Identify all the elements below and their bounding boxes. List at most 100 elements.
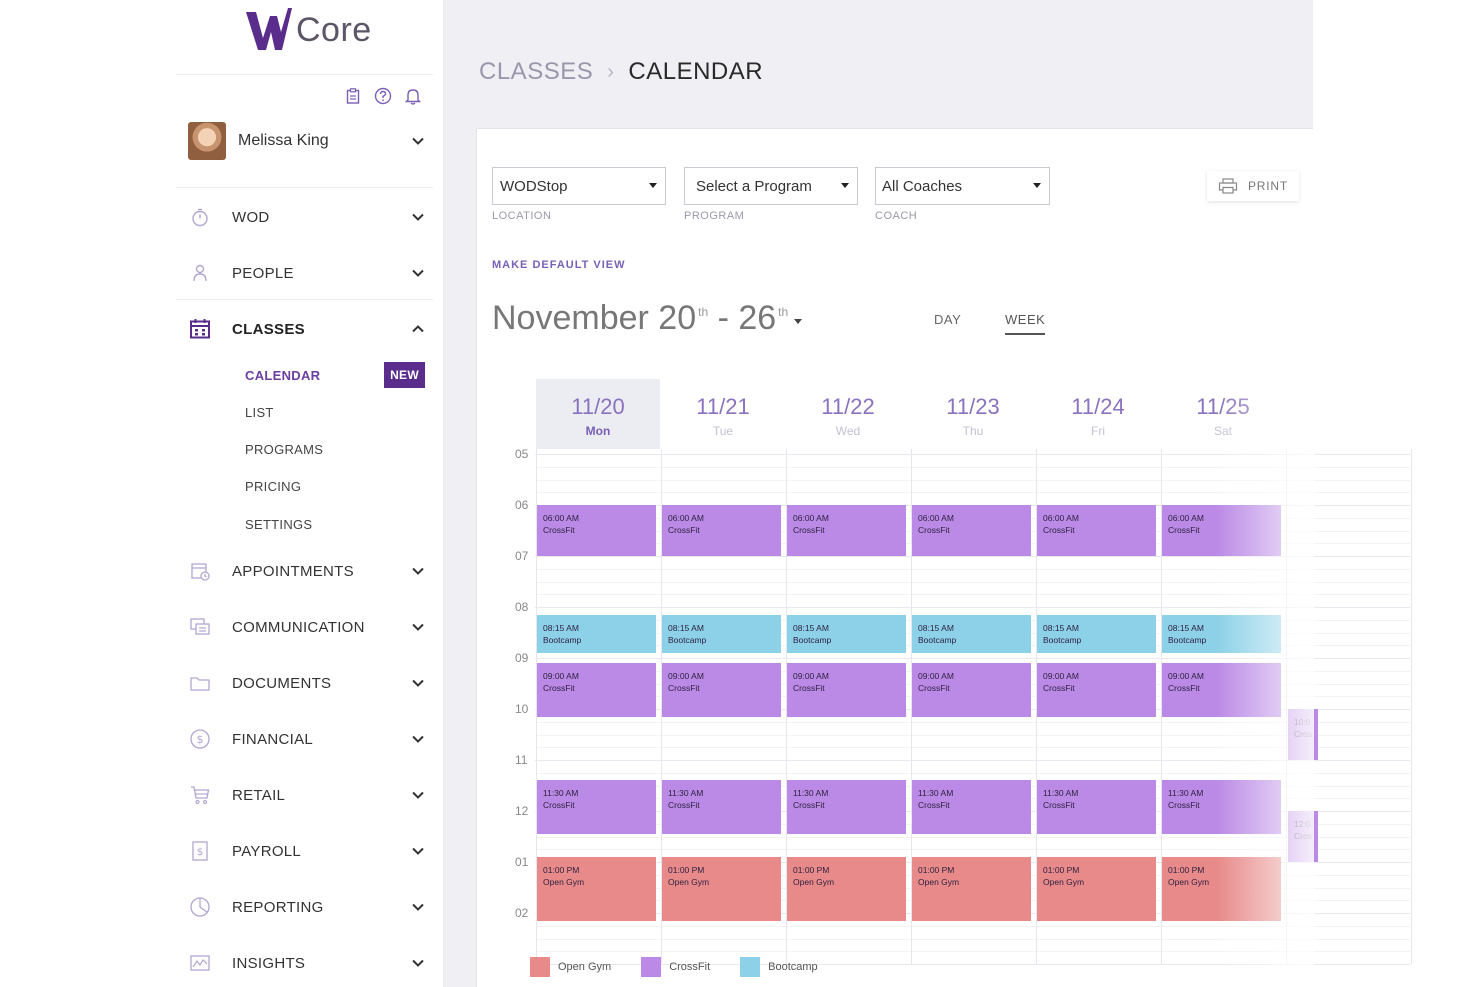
nav-retail[interactable]: RETAIL (188, 775, 425, 815)
class-event-crossfit[interactable]: 06:00 AM CrossFit (662, 505, 781, 556)
class-event-crossfit[interactable]: 09:00 AM CrossFit (912, 663, 1031, 717)
class-event-opengym[interactable]: 01:00 PM Open Gym (1037, 856, 1156, 921)
date-range-picker[interactable]: November 20 th - 26 th (492, 299, 803, 338)
user-menu[interactable]: Melissa King (188, 118, 425, 164)
class-event-crossfit[interactable]: 09:00 AM CrossFit (537, 663, 656, 717)
sub-nav-list[interactable]: LIST (245, 399, 425, 425)
day-column-divider (786, 449, 787, 964)
chevron-down-icon (412, 137, 424, 145)
day-header-mon[interactable]: 11/20 Mon (536, 379, 660, 449)
class-event-opengym[interactable]: 01:00 PM Open Gym (1162, 856, 1281, 921)
nav-label: RETAIL (232, 786, 286, 804)
sub-nav-settings[interactable]: SETTINGS (245, 511, 425, 537)
breadcrumb-section[interactable]: CLASSES (479, 58, 594, 85)
class-event-crossfit[interactable]: 06:00 AM CrossFit (912, 505, 1031, 556)
hour-label: 08 (515, 600, 529, 614)
nav-reporting[interactable]: REPORTING (188, 887, 425, 927)
coach-select[interactable]: All Coaches (875, 167, 1050, 205)
event-time: 09:00 AM (668, 671, 704, 682)
help-icon[interactable] (374, 86, 392, 106)
chevron-down-icon (412, 959, 424, 967)
event-name: Bootcamp (918, 634, 957, 645)
class-event-crossfit[interactable]: 06:00 AM CrossFit (787, 505, 906, 556)
class-event-bootcamp[interactable]: 08:15 AM Bootcamp (912, 614, 1031, 653)
class-event-crossfit[interactable]: 06:00 AM CrossFit (1162, 505, 1281, 556)
nav-insights[interactable]: INSIGHTS (188, 943, 425, 983)
appointment-calendar-icon (188, 559, 212, 583)
class-event-crossfit[interactable]: 11:30 AM CrossFit (1037, 780, 1156, 834)
sub-nav-programs[interactable]: PROGRAMS (245, 436, 425, 462)
program-select[interactable]: Select a Program (684, 167, 858, 205)
nav-appointments[interactable]: APPOINTMENTS (188, 551, 425, 591)
nav-classes[interactable]: CLASSES (188, 309, 425, 349)
class-event-bootcamp[interactable]: 08:15 AM Bootcamp (537, 614, 656, 653)
day-column-divider (1036, 449, 1037, 964)
class-event-bootcamp[interactable]: 08:15 AM Bootcamp (787, 614, 906, 653)
class-event-crossfit[interactable]: 09:00 AM CrossFit (787, 663, 906, 717)
class-event-crossfit[interactable]: 06:00 AM CrossFit (537, 505, 656, 556)
sub-nav-pricing[interactable]: PRICING (245, 473, 425, 499)
nav-label: WOD (232, 208, 270, 226)
nav-documents[interactable]: DOCUMENTS (188, 663, 425, 703)
nav-label: INSIGHTS (232, 954, 306, 972)
clipboard-icon[interactable] (344, 86, 362, 106)
class-event-crossfit[interactable]: 09:00 AM CrossFit (1162, 663, 1281, 717)
class-event-crossfit[interactable]: 09:00 AM CrossFit (662, 663, 781, 717)
class-event-crossfit[interactable]: 10:0 Cros (1288, 709, 1318, 760)
event-time: 09:00 AM (1043, 671, 1079, 682)
day-name: Tue (712, 424, 734, 438)
class-event-crossfit[interactable]: 09:00 AM CrossFit (1037, 663, 1156, 717)
bell-icon[interactable] (404, 86, 422, 106)
location-label: LOCATION (492, 210, 552, 222)
class-event-opengym[interactable]: 01:00 PM Open Gym (787, 856, 906, 921)
event-name: CrossFit (543, 525, 575, 535)
class-event-crossfit[interactable]: 11:30 AM CrossFit (537, 780, 656, 834)
caret-down-icon (649, 183, 657, 188)
nav-communication[interactable]: COMMUNICATION (188, 607, 425, 647)
sub-nav-calendar[interactable]: CALENDAR NEW (245, 362, 425, 388)
class-event-crossfit[interactable]: 12:0 Cros (1288, 811, 1318, 862)
class-event-bootcamp[interactable]: 08:15 AM Bootcamp (662, 614, 781, 653)
class-event-opengym[interactable]: 01:00 PM Open Gym (912, 856, 1031, 921)
nav-wod[interactable]: WOD (188, 197, 425, 237)
legend: Open Gym CrossFit Bootcamp (530, 957, 818, 977)
nav-people[interactable]: PEOPLE (188, 253, 425, 293)
event-name: Bootcamp (543, 634, 582, 645)
event-time: 11:30 AM (918, 788, 954, 799)
sub-nav-label: PROGRAMS (245, 441, 324, 457)
pay-stub-icon: $ (188, 839, 212, 863)
event-time: 09:00 AM (918, 671, 954, 682)
print-button[interactable]: PRINT (1207, 171, 1299, 201)
breadcrumb-chevron-icon: › (607, 60, 615, 83)
class-event-crossfit[interactable]: 11:30 AM CrossFit (1162, 780, 1281, 834)
class-event-crossfit[interactable]: 11:30 AM CrossFit (787, 780, 906, 834)
nav-financial[interactable]: $ FINANCIAL (188, 719, 425, 759)
day-header-tue[interactable]: 11/21 Tue (661, 379, 785, 449)
nav-label: REPORTING (232, 898, 324, 916)
quarter-gridline (535, 581, 1410, 583)
class-event-opengym[interactable]: 01:00 PM Open Gym (537, 856, 656, 921)
program-label: PROGRAM (684, 210, 745, 222)
nav-payroll[interactable]: $ PAYROLL (188, 831, 425, 871)
class-event-crossfit[interactable]: 11:30 AM CrossFit (662, 780, 781, 834)
day-header-thu[interactable]: 11/23 Thu (911, 379, 1035, 449)
class-event-opengym[interactable]: 01:00 PM Open Gym (662, 856, 781, 921)
legend-swatch (641, 957, 662, 977)
class-event-bootcamp[interactable]: 08:15 AM Bootcamp (1162, 614, 1281, 653)
legend-label: Bootcamp (768, 961, 818, 973)
day-header-wed[interactable]: 11/22 Wed (786, 379, 910, 449)
day-header-fri[interactable]: 11/24 Fri (1036, 379, 1160, 449)
view-week-tab[interactable]: WEEK (1005, 312, 1046, 335)
chevron-down-icon (412, 623, 424, 631)
logo[interactable]: Core (244, 4, 372, 56)
day-date: 11/24 (1071, 394, 1125, 419)
stopwatch-icon (188, 205, 212, 229)
event-time: 11:30 AM (793, 788, 829, 799)
class-event-crossfit[interactable]: 06:00 AM CrossFit (1037, 505, 1156, 556)
view-day-tab[interactable]: DAY (934, 312, 962, 327)
class-event-crossfit[interactable]: 11:30 AM CrossFit (912, 780, 1031, 834)
location-select[interactable]: WODStop (492, 167, 666, 205)
make-default-view-link[interactable]: MAKE DEFAULT VIEW (492, 259, 626, 271)
day-header-sat[interactable]: 11/25 Sat (1161, 379, 1285, 449)
class-event-bootcamp[interactable]: 08:15 AM Bootcamp (1037, 614, 1156, 653)
